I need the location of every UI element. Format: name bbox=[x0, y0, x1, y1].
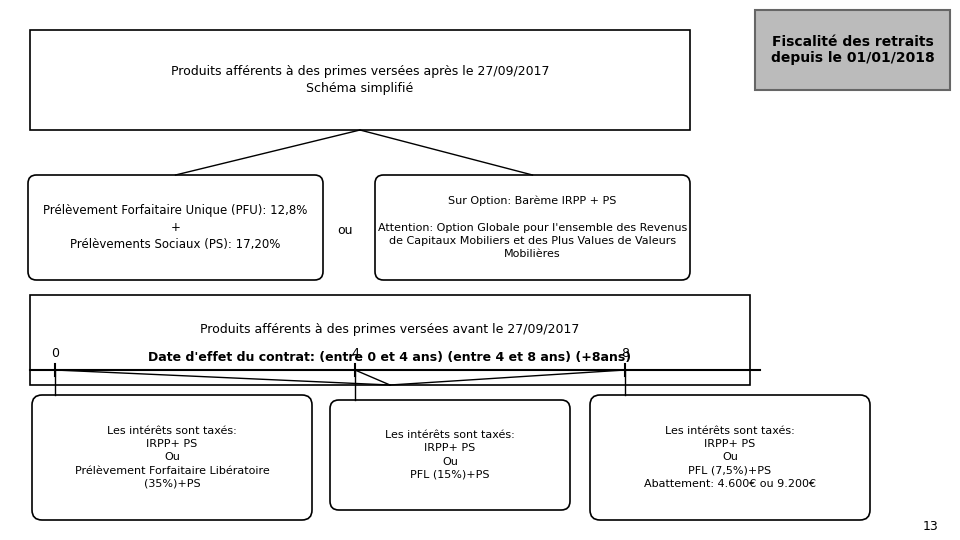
Text: Produits afférents à des primes versées avant le 27/09/2017: Produits afférents à des primes versées … bbox=[201, 323, 580, 336]
Text: 13: 13 bbox=[923, 520, 938, 533]
FancyBboxPatch shape bbox=[330, 400, 570, 510]
Text: 8: 8 bbox=[621, 347, 629, 360]
Text: ou: ou bbox=[337, 224, 352, 237]
Text: Les intérêts sont taxés:
IRPP+ PS
Ou
PFL (7,5%)+PS
Abattement: 4.600€ ou 9.200€: Les intérêts sont taxés: IRPP+ PS Ou PFL… bbox=[644, 426, 816, 489]
Text: 0: 0 bbox=[51, 347, 59, 360]
Text: Sur Option: Barème IRPP + PS

Attention: Option Globale pour l'ensemble des Reve: Sur Option: Barème IRPP + PS Attention: … bbox=[378, 196, 687, 259]
Bar bbox=[30, 30, 690, 130]
FancyBboxPatch shape bbox=[375, 175, 690, 280]
Bar bbox=[30, 295, 750, 385]
FancyBboxPatch shape bbox=[32, 395, 312, 520]
Text: 4: 4 bbox=[351, 347, 359, 360]
Text: Les intérêts sont taxés:
IRPP+ PS
Ou
PFL (15%)+PS: Les intérêts sont taxés: IRPP+ PS Ou PFL… bbox=[385, 430, 515, 480]
FancyBboxPatch shape bbox=[590, 395, 870, 520]
Text: Date d'effet du contrat: (entre 0 et 4 ans) (entre 4 et 8 ans) (+8ans): Date d'effet du contrat: (entre 0 et 4 a… bbox=[149, 352, 632, 365]
Text: Fiscalité des retraits
depuis le 01/01/2018: Fiscalité des retraits depuis le 01/01/2… bbox=[771, 35, 934, 65]
Text: Les intérêts sont taxés:
IRPP+ PS
Ou
Prélèvement Forfaitaire Libératoire
(35%)+P: Les intérêts sont taxés: IRPP+ PS Ou Pré… bbox=[75, 426, 270, 489]
Text: Produits afférents à des primes versées après le 27/09/2017
Schéma simplifié: Produits afférents à des primes versées … bbox=[171, 65, 549, 95]
Bar bbox=[755, 10, 950, 90]
Text: Prélèvement Forfaitaire Unique (PFU): 12,8%
+
Prélèvements Sociaux (PS): 17,20%: Prélèvement Forfaitaire Unique (PFU): 12… bbox=[43, 204, 308, 251]
FancyBboxPatch shape bbox=[28, 175, 323, 280]
